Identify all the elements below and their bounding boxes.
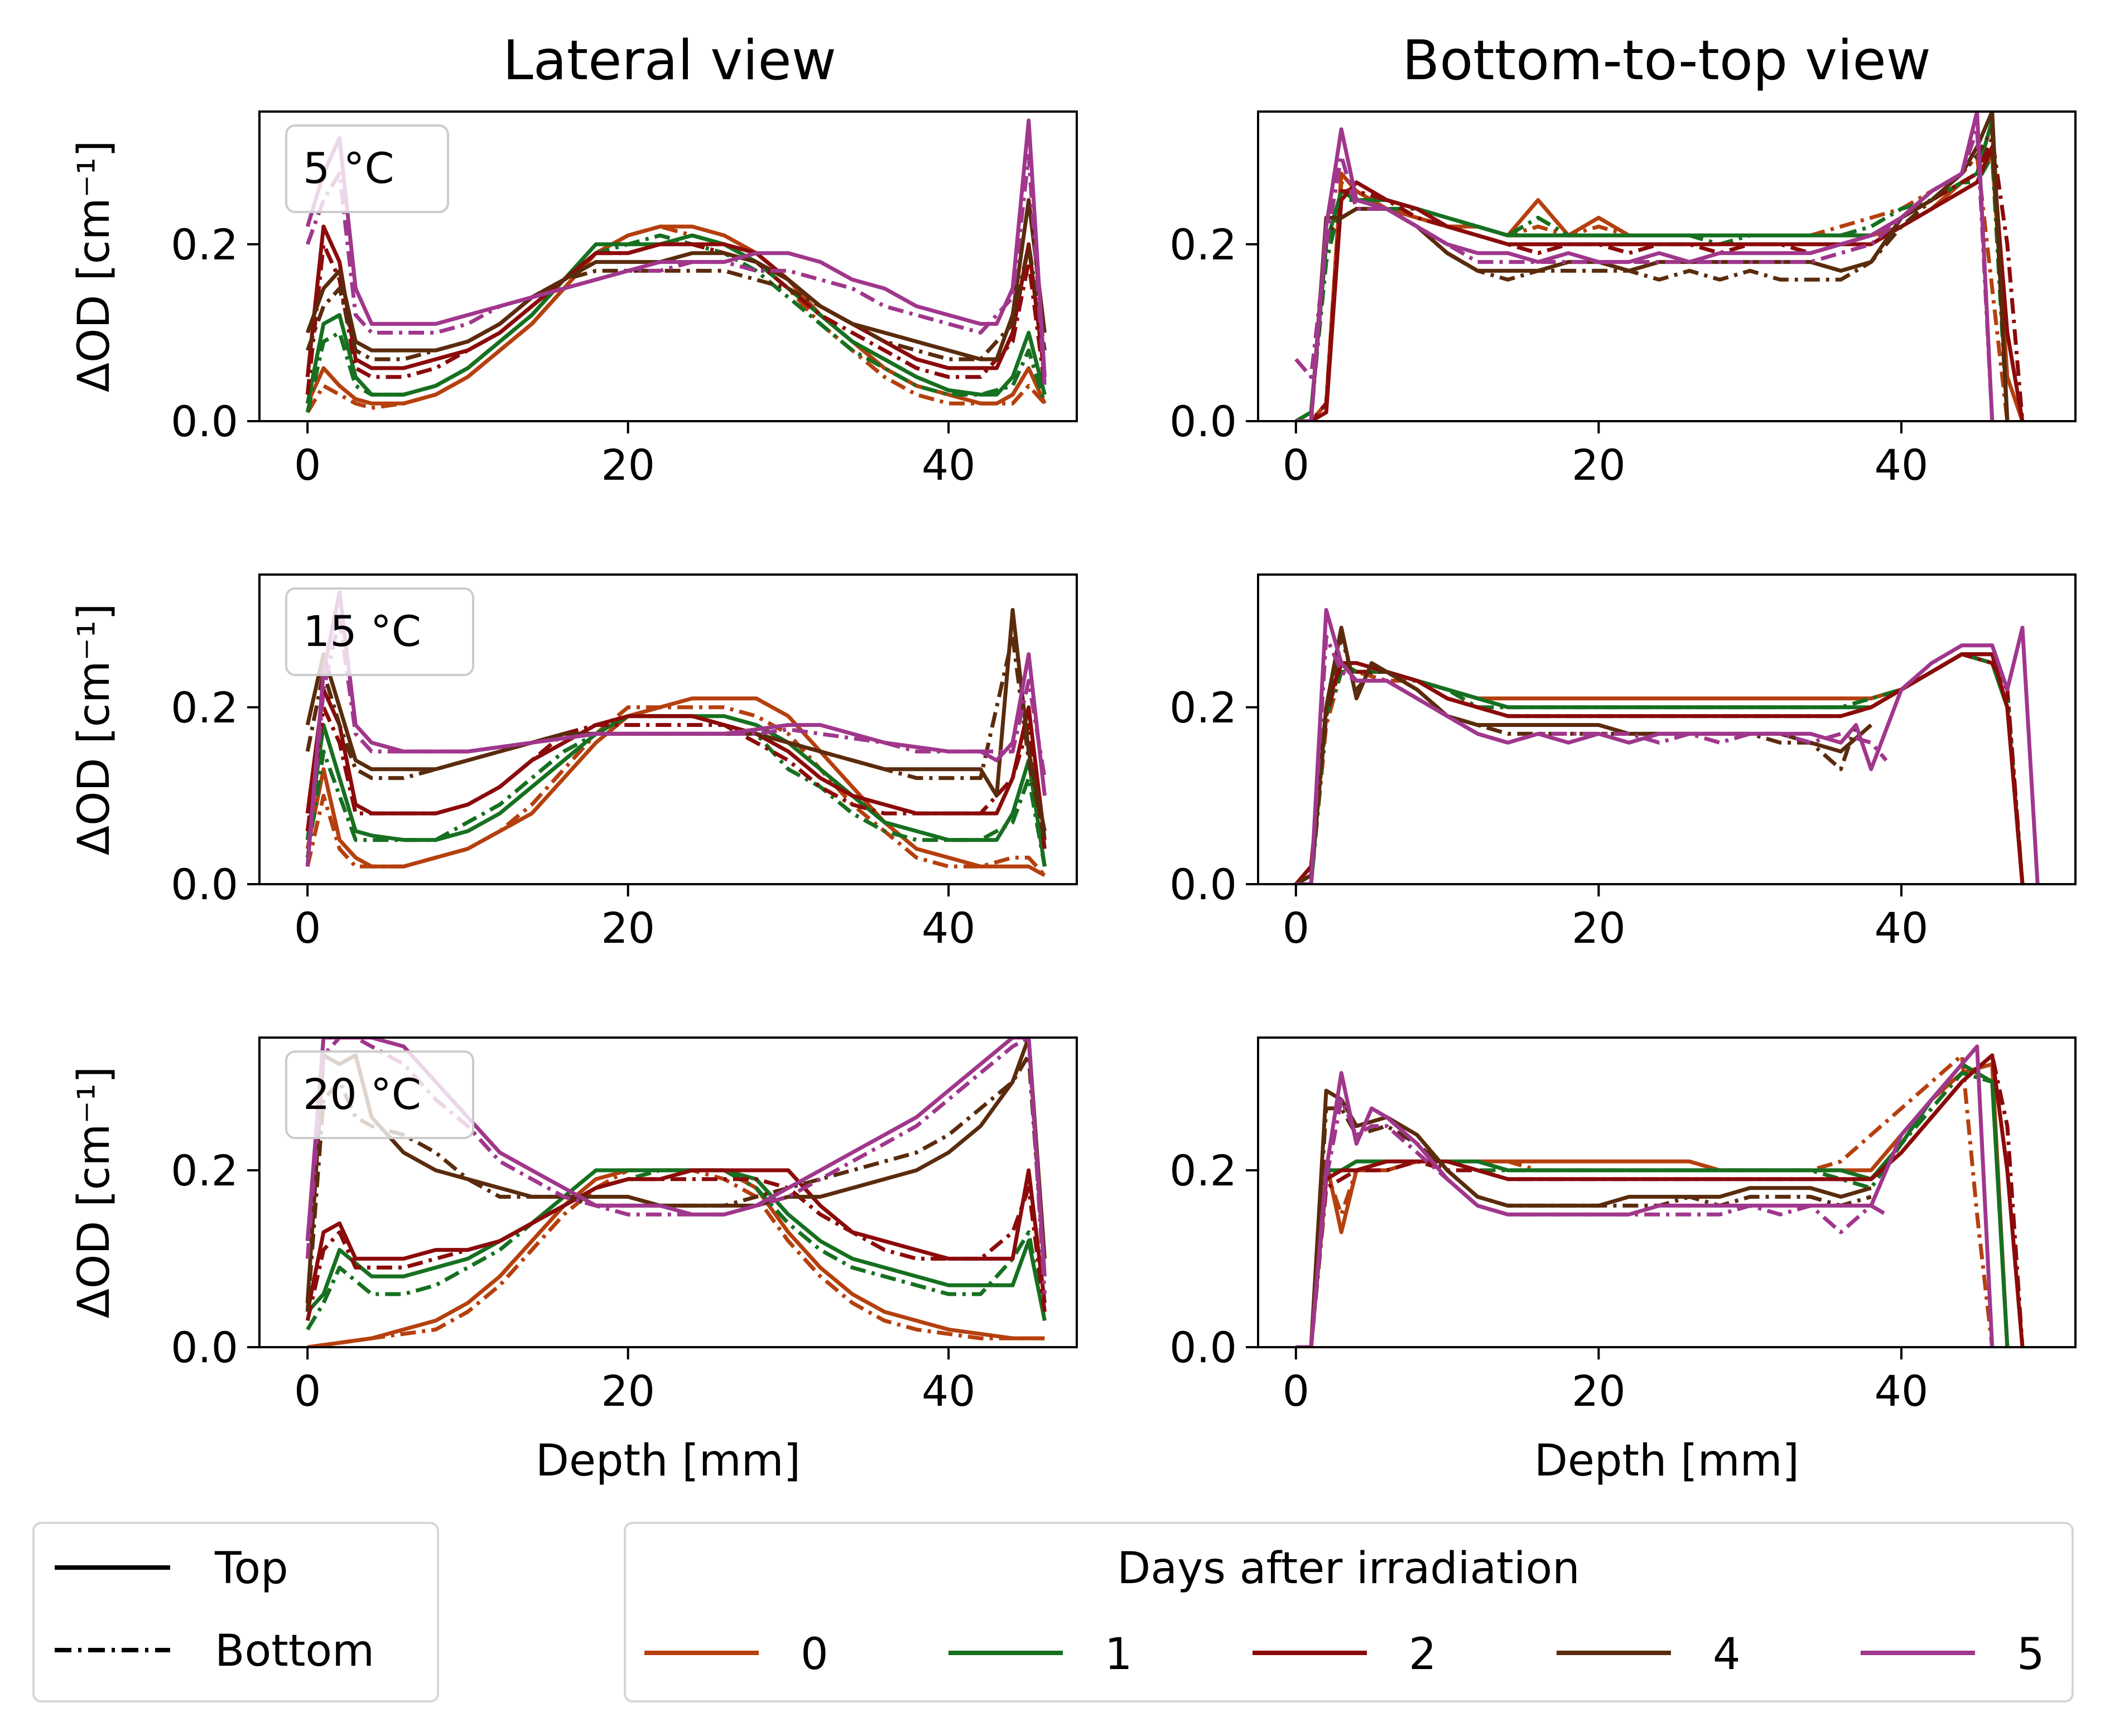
x-tick-label: 40 [1875,440,1929,490]
x-tick-label: 40 [922,1366,976,1416]
axes-frame [258,1036,1078,1348]
series-day2-bottom [305,1177,1047,1322]
days-legend-title: Days after irradiation [1117,1544,1579,1594]
series-day0-bottom [306,224,1047,413]
series-day2-bottom [1295,1053,2025,1347]
x-axis-label: Depth [mm] [536,1436,801,1486]
y-axis-label: ΔOD [cm⁻¹] [69,141,119,393]
y-tick-label: 0.0 [171,860,238,909]
y-axis-label: ΔOD [cm⁻¹] [69,604,119,856]
series-day1-bottom [305,233,1047,413]
series-day2-top [305,687,1047,841]
series-day5-top [1295,112,1995,421]
x-tick-label: 20 [601,1366,655,1416]
subplot-r2-c1: 0 20 40 0.0 0.2 Depth [mm] [1169,1036,2077,1486]
x-tick-label: 0 [294,440,321,490]
series-day5-bottom [1295,1097,1887,1347]
y-tick-label: 0.0 [171,397,238,446]
series-day5-bottom [1295,634,1888,884]
x-tick-label: 20 [601,903,655,953]
subplot-r0-c1: 0 20 40 0.0 0.2 [1169,110,2077,490]
series-day2-bottom [305,242,1047,395]
x-tick-label: 0 [294,903,321,953]
y-tick-label: 0.2 [1169,220,1237,269]
axes-frame [1257,573,2077,885]
x-tick-label: 0 [294,1366,321,1416]
temperature-label: 20 °C [303,1069,421,1119]
y-axis-label: ΔOD [cm⁻¹] [69,1067,119,1319]
series-day0-bottom [305,705,1047,877]
x-tick-label: 40 [922,440,976,490]
legend-day-0-label: 0 [801,1629,828,1680]
plot-lines [1294,112,2025,421]
days-legend-entries: 0 1 2 4 5 [644,1629,2045,1680]
x-axis-label: Depth [mm] [1534,1436,1799,1486]
series-day4-top [305,198,1047,361]
x-tick-label: 0 [1283,1366,1309,1416]
y-tick-label: 0.2 [1169,683,1237,732]
bottom-to-top-view-title: Bottom-to-top view [1402,29,1931,93]
days-legend-frame [624,1522,2074,1703]
y-tick-label: 0.0 [171,1323,238,1372]
plot-lines [305,118,1047,413]
temperature-label: 15 °C [303,606,421,656]
temperature-label: 5 °C [303,143,394,193]
plot-lines [1295,1044,2025,1347]
x-tick-label: 0 [1283,440,1309,490]
y-tick-label: 0.2 [1169,1146,1237,1195]
temperature-label-box [285,1050,474,1139]
x-tick-label: 40 [1875,1366,1929,1416]
x-tick-label: 0 [1283,903,1309,953]
y-tick-label: 0.0 [1169,397,1237,446]
axes-frame [1257,1036,2077,1348]
series-day5-bottom [305,153,1047,386]
series-day2-bottom [1295,136,2025,421]
series-day0-top [306,224,1047,406]
series-day2-top [1295,144,2025,421]
series-day5-top [305,1038,1047,1277]
series-day4-bottom [305,242,1047,361]
subplot-r0-c0: 0 20 40 0.0 0.2 ΔOD [cm⁻¹] 5 °C [69,110,1078,490]
series-day2-top [305,1168,1047,1313]
axes-frame [1257,110,2077,422]
series-day5-top [305,118,1047,377]
y-tick-label: 0.2 [171,220,238,269]
days-legend: Days after irradiation 0 1 2 4 5 [624,1522,2074,1703]
series-day2-top [305,224,1047,378]
axes-frame [258,110,1078,422]
x-tick-label: 20 [1572,1366,1626,1416]
linestyle-legend: Top Bottom [32,1522,439,1703]
series-day5-bottom [305,616,1047,867]
y-tick-label: 0.2 [171,683,238,732]
x-tick-label: 20 [601,440,655,490]
x-tick-label: 40 [1875,903,1929,953]
axes-frame [258,573,1078,885]
legend-day-1-label: 1 [1105,1629,1133,1680]
series-day1-bottom [306,1168,1047,1331]
legend-day-2-label: 2 [1409,1629,1437,1680]
legend-day-5-label: 5 [2017,1629,2045,1680]
plot-lines [305,590,1047,877]
subplot-grid: 0 20 40 0.0 0.2 ΔOD [cm⁻¹] 5 °C 0 20 40 0.0 0.2 0 20 4… [69,110,2077,1486]
x-tick-label: 20 [1572,903,1626,953]
x-tick-label: 40 [922,903,976,953]
subplot-r1-c1: 0 20 40 0.0 0.2 [1169,573,2077,953]
y-tick-label: 0.0 [1169,1323,1237,1372]
x-tick-label: 20 [1572,440,1626,490]
plot-lines [1294,607,2040,884]
temperature-label-box [285,587,474,676]
subplot-r2-c0: 0 20 40 0.0 0.2 ΔOD [cm⁻¹] Depth [mm] 20 °C [69,1036,1078,1486]
series-day2-bottom [305,705,1047,850]
legend-bottom-label: Bottom [215,1626,374,1676]
subplot-r1-c0: 0 20 40 0.0 0.2 ΔOD [cm⁻¹] 15 °C [69,573,1078,953]
temperature-label-box [285,124,449,213]
lateral-view-title: Lateral view [503,29,836,93]
legend-day-4-label: 4 [1713,1629,1741,1680]
y-tick-label: 0.0 [1169,860,1237,909]
legend-top-label: Top [214,1544,288,1594]
y-tick-label: 0.2 [171,1146,238,1195]
